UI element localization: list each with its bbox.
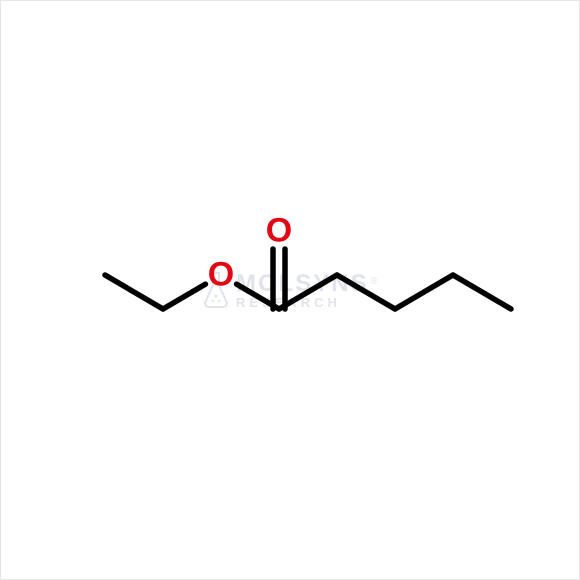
molecule-structure — [0, 0, 580, 580]
bond-single — [337, 275, 395, 309]
atom-label-oxygen: O — [208, 256, 234, 295]
bond-single — [163, 284, 205, 309]
bond-single — [453, 275, 511, 309]
bond-single — [395, 275, 453, 309]
bond-single — [105, 275, 163, 309]
atom-label-oxygen: O — [266, 212, 292, 251]
